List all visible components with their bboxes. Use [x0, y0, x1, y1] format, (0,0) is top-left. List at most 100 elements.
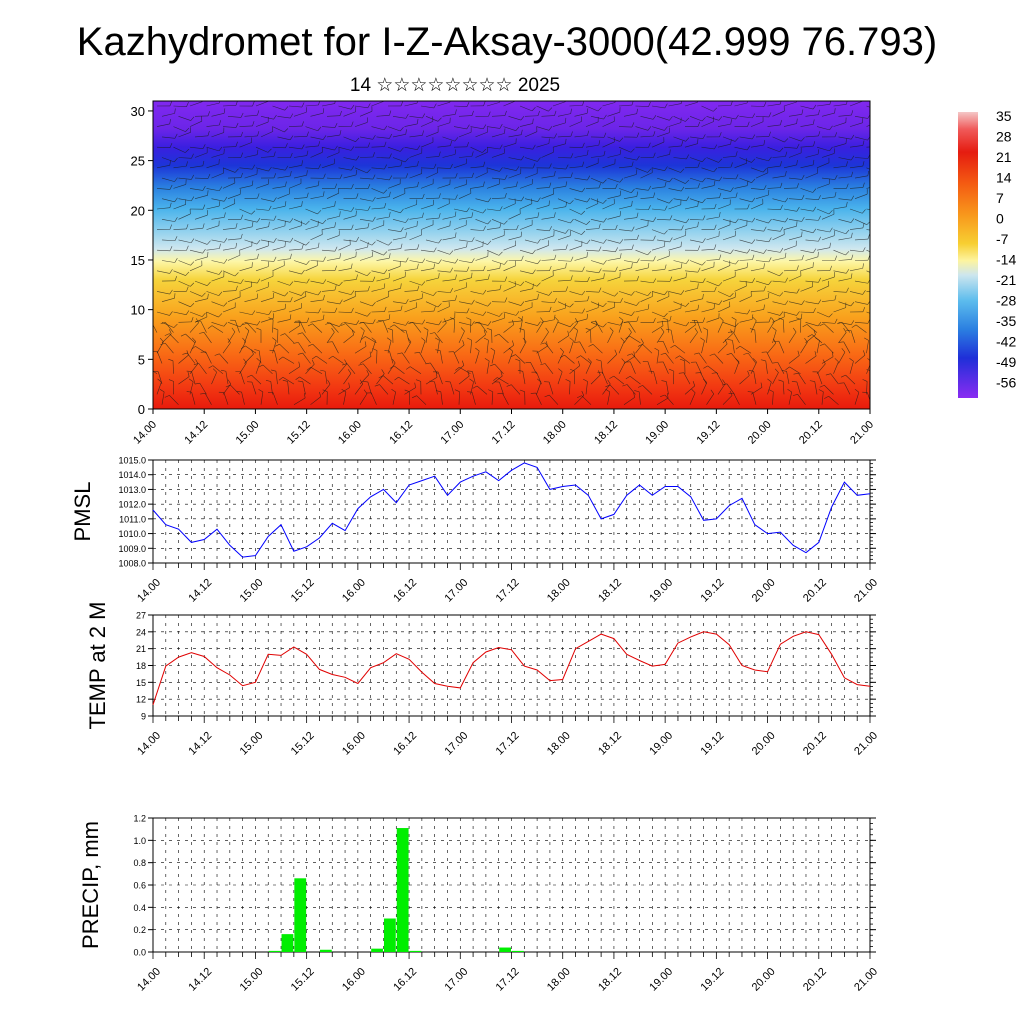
y-tick-label: 0.8	[133, 858, 146, 868]
wind-barb	[392, 391, 396, 405]
wind-barb	[173, 105, 187, 107]
wind-barb-feather	[570, 218, 574, 224]
wind-barb	[409, 217, 423, 220]
wind-barb	[420, 224, 434, 230]
wind-barb	[191, 392, 196, 405]
wind-barb-feather	[388, 314, 391, 320]
wind-barb-feather	[488, 274, 490, 280]
wind-barb	[767, 343, 777, 354]
wind-barb	[569, 208, 582, 215]
wind-barb-feather	[666, 328, 672, 331]
wind-barb-feather	[388, 212, 391, 218]
wind-barb	[239, 226, 253, 230]
wind-barb	[409, 298, 423, 302]
colorbar-label: 0	[996, 211, 1004, 227]
wind-barb-feather	[185, 148, 190, 153]
wind-barb-feather	[498, 312, 503, 317]
heatmap-x-tick-label: 18.00	[541, 419, 569, 447]
wind-barb-feather	[207, 111, 210, 117]
wind-barb	[178, 157, 192, 159]
wind-barb	[607, 195, 621, 199]
wind-barb-feather	[483, 329, 486, 335]
wind-barb	[227, 331, 236, 344]
wind-barb	[574, 219, 587, 225]
wind-barb	[161, 198, 175, 203]
wind-barb	[198, 363, 207, 374]
wind-barb-feather	[224, 238, 228, 243]
wind-barb	[668, 204, 681, 210]
wind-barb	[816, 340, 820, 354]
wind-barb-feather	[498, 251, 503, 256]
wind-barb	[866, 291, 870, 293]
wind-barb-feather	[168, 358, 174, 362]
wind-barb	[508, 134, 522, 138]
wind-barb-feather	[653, 278, 657, 284]
wind-barb-feather	[618, 316, 624, 321]
wind-barb	[640, 116, 654, 120]
wind-barb-feather	[660, 327, 665, 333]
wind-barb-feather	[605, 384, 611, 388]
wind-barb-feather	[400, 147, 404, 152]
wind-barb	[574, 256, 588, 261]
wind-barb	[569, 365, 580, 375]
wind-barb-feather	[653, 217, 657, 222]
wind-barb	[552, 122, 566, 127]
wind-barb-feather	[669, 315, 672, 321]
x-tick-label: 15.12	[289, 730, 317, 758]
wind-barb	[274, 350, 278, 364]
wind-barb-feather	[724, 339, 728, 345]
wind-barb	[585, 291, 599, 293]
wind-barb	[173, 311, 187, 315]
wind-barb-feather	[631, 200, 633, 206]
wind-barb-feather	[471, 212, 474, 218]
wind-barb-feather	[752, 358, 757, 363]
wind-barb-feather	[602, 323, 607, 328]
wind-barb	[359, 374, 370, 385]
wind-barb	[823, 323, 834, 333]
wind-barb-feather	[768, 317, 772, 323]
wind-barb-feather	[487, 321, 492, 326]
y-axis-label: PMSL	[70, 482, 95, 542]
wind-barb-feather	[636, 276, 639, 281]
wind-barb-feather	[700, 337, 705, 341]
wind-barb-feather	[512, 319, 515, 325]
wind-barb	[541, 115, 555, 117]
wind-barb	[656, 296, 670, 302]
wind-barb	[557, 301, 570, 308]
wind-barb	[211, 301, 224, 307]
wind-barb	[161, 391, 165, 405]
wind-barb	[470, 291, 484, 295]
wind-barb-feather	[582, 161, 585, 167]
wind-barb-feather	[796, 221, 798, 227]
wind-barb-feather	[389, 175, 393, 181]
wind-barb	[557, 198, 571, 205]
wind-barb	[169, 395, 179, 405]
wind-barb-feather	[685, 117, 690, 122]
wind-barb-feather	[862, 379, 868, 382]
wind-barb-feather	[586, 108, 589, 114]
wind-barb	[821, 153, 835, 158]
wind-barb-feather	[747, 370, 750, 376]
wind-barb-feather	[168, 379, 174, 382]
wind-barb-feather	[537, 321, 541, 326]
wind-barb	[425, 260, 439, 264]
wind-barb-feather	[866, 369, 870, 371]
wind-barb	[173, 165, 187, 169]
wind-barb-feather	[186, 370, 192, 372]
wind-barb-feather	[223, 302, 228, 307]
wind-barb-feather	[784, 217, 789, 223]
wind-barb-feather	[306, 367, 311, 371]
wind-barb-feather	[661, 320, 664, 326]
wind-barb	[437, 167, 451, 169]
wind-barb-feather	[240, 214, 244, 220]
wind-barb	[753, 371, 757, 385]
wind-barb-feather	[731, 317, 737, 320]
wind-barb-feather	[504, 276, 508, 282]
wind-barb	[717, 224, 731, 230]
wind-barb	[470, 340, 472, 354]
wind-barb	[640, 197, 654, 199]
wind-barb-feather	[647, 250, 652, 256]
wind-barb-feather	[290, 253, 292, 259]
wind-barb-feather	[602, 199, 607, 204]
wind-barb-feather	[219, 186, 223, 191]
